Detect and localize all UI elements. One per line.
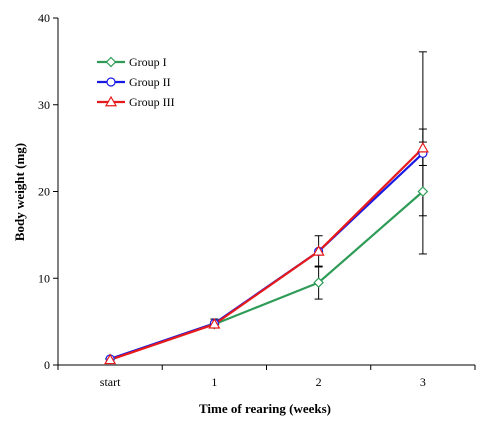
data-point: [104, 353, 117, 365]
data-point: [208, 318, 221, 329]
legend-label: Group III: [129, 95, 175, 109]
legend-marker: [104, 95, 118, 107]
series-lines: [109, 147, 424, 361]
data-point: [313, 277, 324, 288]
legend-label: Group I: [129, 55, 167, 69]
y-tick-label: 40: [38, 11, 50, 25]
y-tick-label: 0: [44, 358, 50, 372]
data-point: [312, 245, 325, 256]
series-line: [109, 147, 424, 361]
x-tick-label: 3: [420, 375, 426, 389]
series-line: [109, 152, 424, 360]
legend-label: Group II: [129, 75, 171, 89]
x-axis-title: Time of rearing (weeks): [199, 401, 331, 416]
y-tick-label: 10: [38, 271, 50, 285]
legend-marker: [105, 56, 117, 68]
x-tick-label: 1: [211, 375, 217, 389]
series-markers: [104, 141, 429, 365]
tick-labels: 0 10 20 30 40 start 1 2 3: [38, 11, 426, 389]
series-line: [109, 190, 424, 360]
x-tick-label: 2: [316, 375, 322, 389]
x-tick-label: start: [100, 375, 121, 389]
axes: [53, 17, 476, 370]
y-tick-label: 20: [38, 185, 50, 199]
data-point: [416, 141, 429, 153]
data-point: [417, 186, 429, 197]
legend: Group I Group II Group III: [97, 55, 175, 109]
y-axis-title: Body weight (mg): [12, 143, 27, 241]
y-tick-label: 30: [38, 98, 50, 112]
legend-marker: [106, 77, 116, 87]
